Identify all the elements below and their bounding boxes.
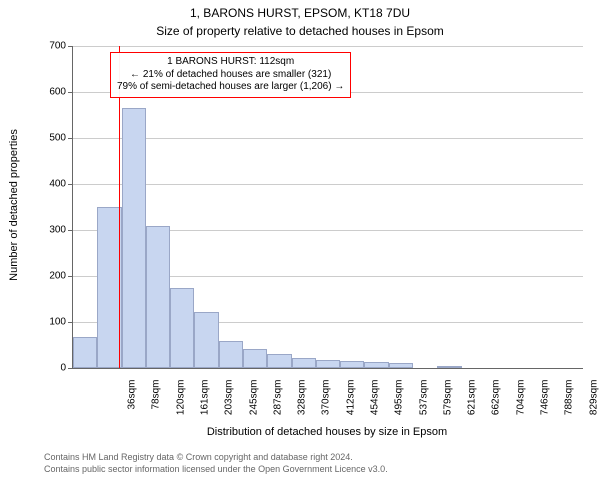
chart-title-sub: Size of property relative to detached ho… [0,24,600,38]
y-tick-label: 300 [36,225,66,236]
y-tick-mark [68,92,72,93]
x-tick-label: 621sqm [467,380,478,430]
x-tick-label: 537sqm [418,380,429,430]
info-box-line: 1 BARONS HURST: 112sqm [117,56,344,69]
histogram-bar [146,226,170,368]
x-tick-label: 454sqm [370,380,381,430]
y-axis-label: Number of detached properties [8,105,20,305]
y-tick-label: 600 [36,87,66,98]
y-tick-mark [68,138,72,139]
x-tick-label: 370sqm [321,380,332,430]
x-tick-label: 161sqm [200,380,211,430]
y-tick-mark [68,276,72,277]
x-tick-label: 36sqm [127,380,138,430]
y-tick-label: 500 [36,133,66,144]
x-tick-label: 412sqm [345,380,356,430]
histogram-bar [437,366,461,368]
x-tick-label: 746sqm [540,380,551,430]
info-box: 1 BARONS HURST: 112sqm← 21% of detached … [110,52,351,98]
grid-line [73,184,583,185]
x-tick-label: 203sqm [224,380,235,430]
x-tick-label: 78sqm [151,380,162,430]
x-tick-label: 120sqm [175,380,186,430]
histogram-bar [73,337,97,368]
y-tick-mark [68,184,72,185]
y-tick-label: 100 [36,317,66,328]
histogram-bar [243,349,267,368]
y-tick-label: 200 [36,271,66,282]
y-tick-label: 400 [36,179,66,190]
x-tick-label: 579sqm [442,380,453,430]
x-tick-label: 245sqm [248,380,259,430]
x-tick-label: 829sqm [588,380,599,430]
x-tick-label: 287sqm [272,380,283,430]
chart-container: 1, BARONS HURST, EPSOM, KT18 7DU Size of… [0,0,600,500]
x-tick-label: 328sqm [297,380,308,430]
info-box-line: 79% of semi-detached houses are larger (… [117,81,344,94]
chart-title-main: 1, BARONS HURST, EPSOM, KT18 7DU [0,6,600,20]
histogram-bar [292,358,316,368]
histogram-bar [97,207,121,368]
y-tick-label: 0 [36,363,66,374]
histogram-bar [364,362,388,368]
x-tick-label: 788sqm [564,380,575,430]
footer-attribution: Contains HM Land Registry data © Crown c… [44,452,388,475]
y-tick-mark [68,46,72,47]
x-tick-label: 495sqm [394,380,405,430]
histogram-bar [122,108,146,368]
grid-line [73,46,583,47]
histogram-bar [316,360,340,368]
histogram-bar [170,288,194,369]
footer-line-2: Contains public sector information licen… [44,464,388,476]
y-tick-mark [68,368,72,369]
info-box-line: ← 21% of detached houses are smaller (32… [117,69,344,82]
x-tick-label: 662sqm [491,380,502,430]
histogram-bar [194,312,218,368]
y-tick-label: 700 [36,41,66,52]
histogram-bar [340,361,364,368]
footer-line-1: Contains HM Land Registry data © Crown c… [44,452,388,464]
histogram-bar [219,341,243,368]
x-tick-label: 704sqm [515,380,526,430]
histogram-bar [267,354,291,368]
y-tick-mark [68,322,72,323]
grid-line [73,138,583,139]
y-tick-mark [68,230,72,231]
histogram-bar [389,363,413,368]
